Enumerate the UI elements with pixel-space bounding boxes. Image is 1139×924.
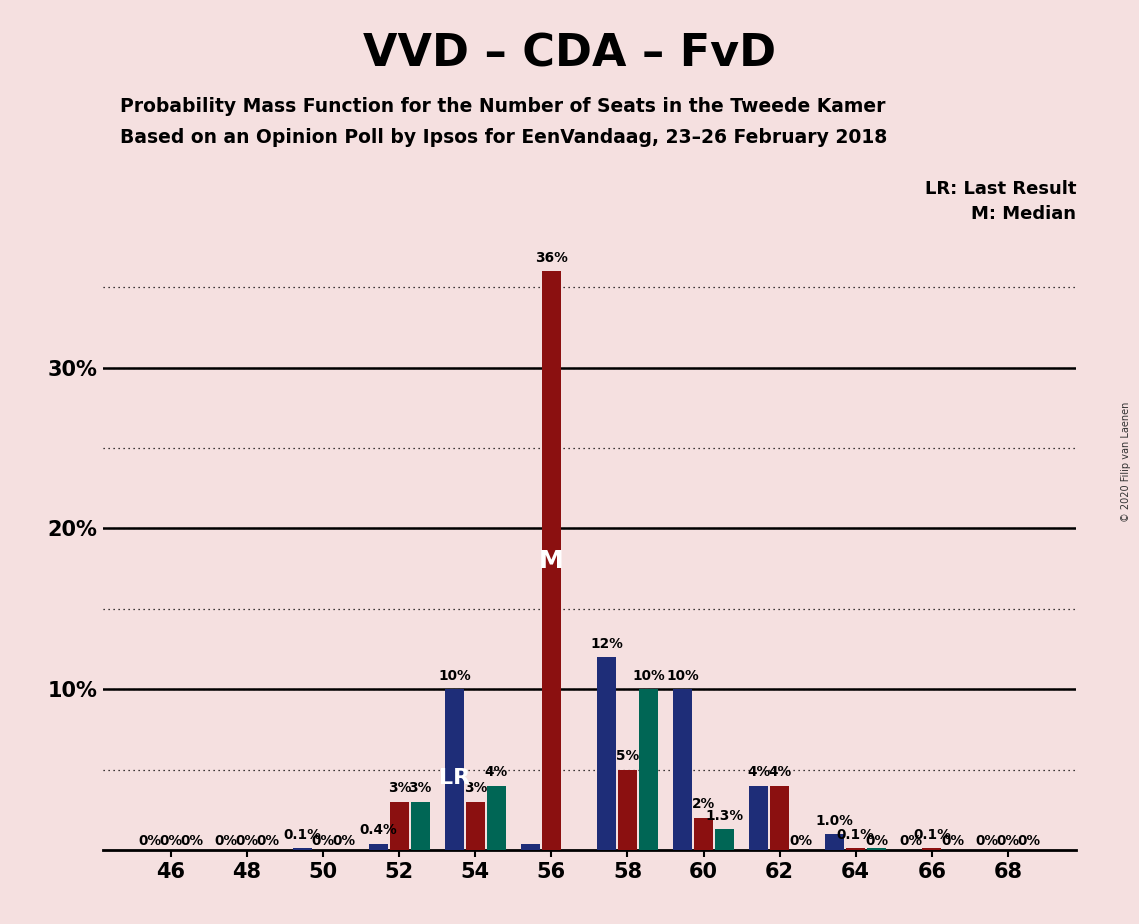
- Text: 1.0%: 1.0%: [816, 813, 853, 828]
- Text: 0%: 0%: [975, 834, 999, 848]
- Bar: [867, 848, 886, 850]
- Bar: [521, 844, 540, 850]
- Text: 0%: 0%: [312, 834, 335, 848]
- Text: 2%: 2%: [693, 797, 715, 811]
- Text: 10%: 10%: [439, 669, 470, 683]
- Text: 4%: 4%: [768, 765, 792, 779]
- Bar: [410, 802, 429, 850]
- Bar: [369, 844, 388, 850]
- Bar: [617, 770, 637, 850]
- Text: 0%: 0%: [236, 834, 259, 848]
- Text: LR: Last Result: LR: Last Result: [925, 180, 1076, 198]
- Text: 10%: 10%: [632, 669, 665, 683]
- Text: 3%: 3%: [387, 782, 411, 796]
- Text: Probability Mass Function for the Number of Seats in the Tweede Kamer: Probability Mass Function for the Number…: [120, 97, 885, 116]
- Bar: [715, 829, 735, 850]
- Bar: [749, 785, 769, 850]
- Text: 36%: 36%: [535, 250, 567, 265]
- Text: M: Median: M: Median: [972, 205, 1076, 223]
- Text: 0%: 0%: [1017, 834, 1040, 848]
- Bar: [542, 272, 562, 850]
- Text: 0.4%: 0.4%: [360, 823, 398, 837]
- Text: 1.3%: 1.3%: [705, 808, 744, 822]
- Bar: [390, 802, 409, 850]
- Text: 0.1%: 0.1%: [837, 828, 875, 842]
- Text: 0.1%: 0.1%: [913, 828, 951, 842]
- Text: 0%: 0%: [997, 834, 1019, 848]
- Text: 0%: 0%: [866, 834, 888, 848]
- Text: M: M: [539, 549, 564, 573]
- Text: 0%: 0%: [333, 834, 355, 848]
- Bar: [846, 848, 866, 850]
- Bar: [597, 657, 616, 850]
- Text: 4%: 4%: [485, 765, 508, 779]
- Text: 3%: 3%: [464, 782, 487, 796]
- Text: 10%: 10%: [666, 669, 699, 683]
- Text: 0%: 0%: [139, 834, 162, 848]
- Bar: [466, 802, 485, 850]
- Bar: [673, 689, 693, 850]
- Text: © 2020 Filip van Laenen: © 2020 Filip van Laenen: [1121, 402, 1131, 522]
- Text: 12%: 12%: [590, 637, 623, 650]
- Bar: [694, 818, 713, 850]
- Text: 0%: 0%: [941, 834, 965, 848]
- Text: 0%: 0%: [789, 834, 812, 848]
- Text: 0%: 0%: [159, 834, 182, 848]
- Bar: [639, 689, 658, 850]
- Bar: [923, 848, 942, 850]
- Text: 3%: 3%: [409, 782, 432, 796]
- Text: 0%: 0%: [256, 834, 279, 848]
- Bar: [770, 785, 789, 850]
- Text: LR: LR: [439, 768, 470, 788]
- Bar: [293, 848, 312, 850]
- Text: 0.1%: 0.1%: [284, 828, 321, 842]
- Text: VVD – CDA – FvD: VVD – CDA – FvD: [363, 32, 776, 76]
- Bar: [486, 785, 506, 850]
- Bar: [444, 689, 464, 850]
- Bar: [825, 834, 844, 850]
- Text: 5%: 5%: [616, 749, 639, 763]
- Text: 4%: 4%: [747, 765, 770, 779]
- Text: Based on an Opinion Poll by Ipsos for EenVandaag, 23–26 February 2018: Based on an Opinion Poll by Ipsos for Ee…: [120, 128, 887, 147]
- Text: 0%: 0%: [214, 834, 238, 848]
- Text: 0%: 0%: [180, 834, 204, 848]
- Text: 0%: 0%: [900, 834, 923, 848]
